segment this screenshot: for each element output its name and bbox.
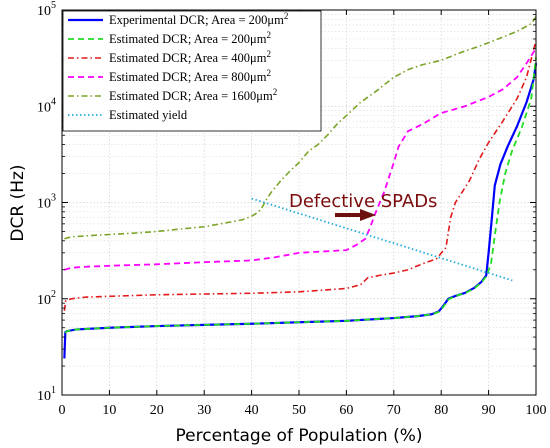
series-line-4 xyxy=(64,16,537,240)
series-layer xyxy=(63,16,538,359)
x-tick-label: 90 xyxy=(482,403,496,418)
x-tick-label: 10 xyxy=(102,403,116,418)
legend-label-1: Estimated DCR; Area = 200μm2 xyxy=(109,30,271,46)
y-tick-label: 105 xyxy=(37,0,56,19)
x-tick-label: 70 xyxy=(387,403,401,418)
x-tick-label: 50 xyxy=(292,403,306,418)
series-line-2 xyxy=(63,40,537,311)
series-line-3 xyxy=(64,47,537,271)
y-tick-label: 102 xyxy=(37,289,56,308)
x-axis-ticks: 0 10 20 30 40 50 60 70 80 90 100 xyxy=(59,10,547,418)
annotation-arrow xyxy=(335,209,376,221)
y-tick-label: 103 xyxy=(37,193,56,212)
x-tick-label: 30 xyxy=(197,403,211,418)
annotation-text: Defective SPADs xyxy=(289,191,437,212)
defective-spads-annotation: Defective SPADs xyxy=(289,191,437,221)
x-tick-label: 100 xyxy=(526,403,547,418)
legend: Experimental DCR; Area = 200μm2 Estimated… xyxy=(62,10,322,132)
legend-label-5: Estimated yield xyxy=(109,108,188,122)
x-axis-title: Percentage of Population (%) xyxy=(176,426,423,446)
legend-label-4: Estimated DCR; Area = 1600μm2 xyxy=(109,87,277,103)
x-tick-label: 60 xyxy=(339,403,353,418)
legend-box xyxy=(62,10,322,132)
legend-label-3: Estimated DCR; Area = 800μm2 xyxy=(109,68,271,84)
x-tick-label: 40 xyxy=(245,403,259,418)
series-line-5 xyxy=(251,197,513,282)
y-tick-label: 101 xyxy=(37,385,56,404)
y-tick-label: 104 xyxy=(37,96,56,115)
x-tick-label: 80 xyxy=(434,403,448,418)
x-tick-label: 20 xyxy=(150,403,164,418)
arrow-head xyxy=(360,209,376,221)
legend-label-0: Experimental DCR; Area = 200μm2 xyxy=(109,11,288,27)
legend-label-2: Estimated DCR; Area = 400μm2 xyxy=(109,49,271,65)
y-axis-title: DCR (Hz) xyxy=(8,164,28,241)
x-tick-label: 0 xyxy=(59,403,66,418)
